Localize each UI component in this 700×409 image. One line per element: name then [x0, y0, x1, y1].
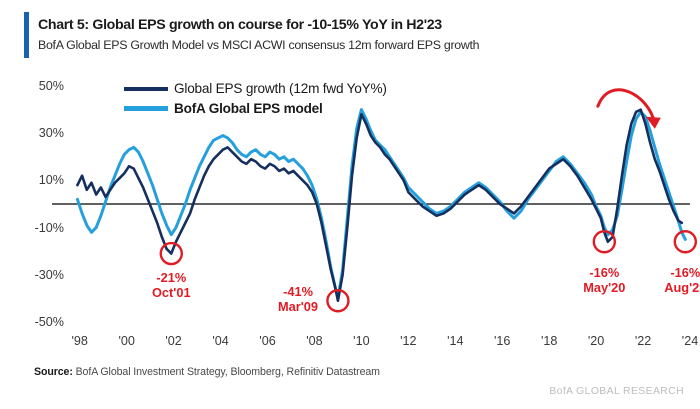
- y-axis-tick-label: 30%: [38, 126, 64, 141]
- title-accent-bar: [24, 12, 29, 58]
- legend-item-global-eps-growth: Global EPS growth (12m fwd YoY%): [124, 81, 387, 96]
- source-label: Source:: [34, 366, 73, 378]
- annotation-value: -41%: [283, 284, 313, 300]
- annotation-label-1: -41% Mar'09: [278, 284, 318, 314]
- y-axis-labels: 50% 30% 10% -10% -30% -50%: [18, 64, 64, 354]
- annotation-value: -16%: [670, 265, 700, 281]
- x-axis-tick-label: '18: [540, 334, 558, 348]
- x-axis-labels: '98 '00 '02 '04 '06 '08 '10 '12 '14 '16 '18 '20 '22 '…: [0, 332, 700, 354]
- source-note: Source: BofA Global Investment Strategy,…: [34, 366, 380, 378]
- x-axis-tick-label: '14: [447, 334, 464, 348]
- header-text-block: Chart 5: Global EPS growth on course for…: [38, 12, 480, 58]
- y-axis-tick-label: 10%: [38, 173, 64, 188]
- page-title: Chart 5: Global EPS growth on course for…: [38, 17, 442, 33]
- annotation-date: Oct'01: [151, 285, 191, 301]
- y-axis-tick-label: -50%: [34, 315, 64, 329]
- trend-arrow-curve: [596, 88, 657, 126]
- watermark: BofA GLOBAL RESEARCH: [549, 386, 684, 397]
- x-axis-tick-label: '98: [71, 334, 88, 348]
- source-text: BofA Global Investment Strategy, Bloombe…: [75, 366, 380, 378]
- legend-label-global-eps-growth: Global EPS growth (12m fwd YoY%): [174, 81, 387, 96]
- annotation-label-2: -16% May'20: [583, 265, 625, 295]
- annotation-circle-3: [673, 230, 698, 254]
- x-axis-tick-label: '02: [165, 334, 182, 348]
- x-axis-tick-label: '08: [306, 334, 323, 348]
- annotation-circle-0: [159, 241, 183, 266]
- annotation-circle-2: [592, 230, 617, 254]
- legend-label-bofa-eps-model: BofA Global EPS model: [174, 101, 323, 116]
- x-axis-tick-label: '24: [681, 334, 699, 348]
- y-axis-tick-label: 50%: [38, 79, 64, 93]
- series-line-global-eps-growth: [76, 108, 684, 303]
- plot-area: [0, 64, 700, 354]
- x-axis-tick-label: '10: [353, 334, 370, 348]
- annotation-date: May'20: [583, 280, 626, 296]
- annotation-date: Mar'09: [277, 299, 319, 315]
- x-axis-tick-label: '00: [118, 334, 135, 348]
- y-axis-tick-label: -30%: [34, 267, 64, 282]
- annotation-label-0: -21% Oct'01: [152, 270, 191, 300]
- x-axis-tick-label: '22: [634, 334, 652, 348]
- x-axis-tick-label: '06: [259, 334, 276, 348]
- x-axis-tick-label: '12: [400, 334, 417, 348]
- chart-legend: Global EPS growth (12m fwd YoY%) BofA Gl…: [124, 81, 387, 116]
- annotation-circle-1: [326, 289, 350, 313]
- legend-item-bofa-eps-model: BofA Global EPS model: [124, 101, 387, 116]
- chart-canvas: [52, 88, 698, 313]
- x-axis-tick-label: '04: [212, 334, 229, 348]
- y-axis-tick-label: -10%: [34, 220, 64, 235]
- trend-arrow-head-icon: [645, 116, 661, 129]
- annotation-value: -21%: [156, 270, 187, 286]
- chart-subtitle: BofA Global EPS Growth Model vs MSCI ACW…: [38, 38, 480, 52]
- chart-header: Chart 5: Global EPS growth on course for…: [24, 12, 684, 58]
- annotation-date: Aug'23: [664, 280, 700, 296]
- annotation-label-3: -16%Aug'23: [664, 265, 700, 295]
- legend-swatch-cyan-icon: [124, 106, 168, 111]
- annotation-value: -16%: [589, 265, 620, 281]
- x-axis-tick-label: '16: [494, 334, 511, 348]
- x-axis-tick-label: '20: [587, 334, 605, 348]
- legend-swatch-navy-icon: [124, 86, 168, 91]
